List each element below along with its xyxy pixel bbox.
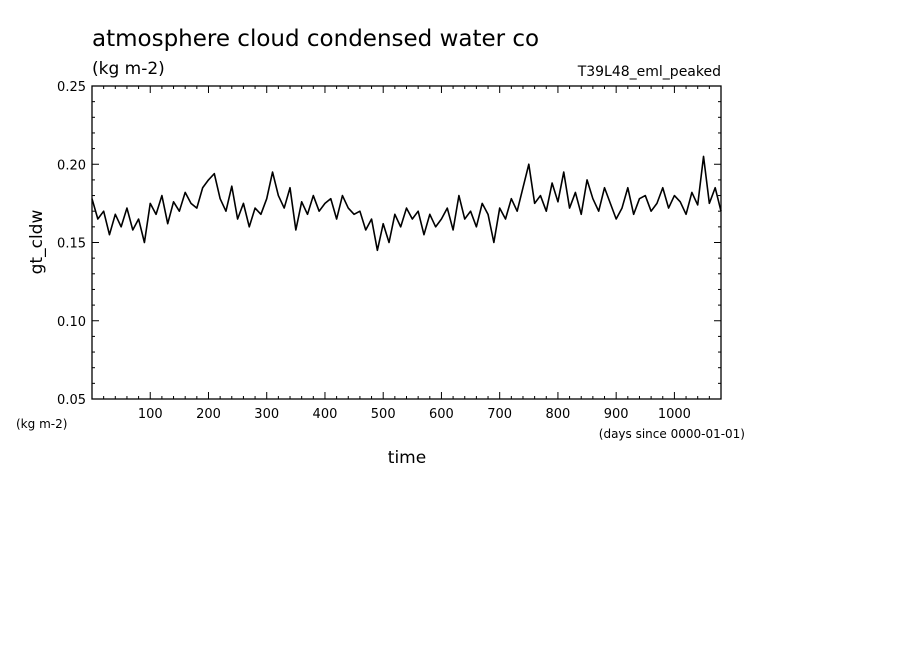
- x-tick-label: 1000: [658, 407, 691, 422]
- series-line: [91, 155, 722, 252]
- y-tick-label: 0.15: [57, 237, 86, 252]
- x-tick-label: 100: [138, 407, 163, 422]
- x-tick-labels: 100 200 300 400 500 600 700 800 900 1000: [138, 407, 691, 422]
- y-tick-label: 0.20: [57, 158, 86, 173]
- y-tick-label: 0.25: [57, 80, 86, 95]
- y-tick-label: 0.05: [57, 393, 86, 408]
- x-tick-label: 900: [604, 407, 629, 422]
- x-tick-label: 400: [313, 407, 338, 422]
- x-tick-label: 500: [371, 407, 396, 422]
- x-axis-label: time: [388, 448, 426, 468]
- x-units-label: (days since 0000-01-01): [599, 427, 745, 441]
- y-axis-label: gt_cldw: [27, 210, 47, 275]
- x-tick-label: 700: [487, 407, 512, 422]
- x-tick-label: 800: [546, 407, 571, 422]
- experiment-label: T39L48_eml_peaked: [577, 64, 721, 80]
- y-tick-labels: 0.05 0.10 0.15 0.20 0.25: [57, 80, 86, 408]
- x-tick-label: 300: [254, 407, 279, 422]
- plot-frame: [91, 85, 722, 400]
- y-tick-label: 0.10: [57, 315, 86, 330]
- x-tick-label: 600: [429, 407, 454, 422]
- x-tick-label: 200: [196, 407, 221, 422]
- y-units-label: (kg m-2): [16, 417, 67, 431]
- axis-ticks: [92, 85, 721, 400]
- chart-units-label: (kg m-2): [92, 59, 165, 79]
- chart-title: atmosphere cloud condensed water co: [92, 26, 539, 52]
